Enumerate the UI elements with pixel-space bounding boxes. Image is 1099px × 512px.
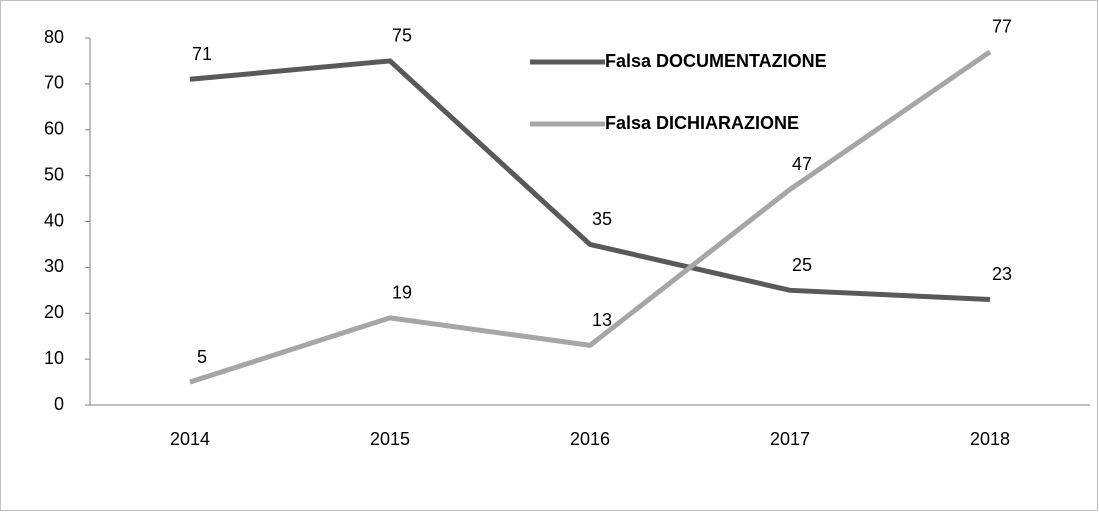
x-tick-label: 2014 [170,429,210,449]
data-label: 23 [992,264,1012,284]
data-label: 77 [992,17,1012,37]
data-label: 25 [792,255,812,275]
data-label: 35 [592,209,612,229]
data-label: 19 [392,283,412,303]
y-tick-label: 10 [44,348,64,368]
series-line [189,49,992,385]
y-tick-label: 30 [44,256,64,276]
data-label: 13 [592,310,612,330]
x-tick-label: 2016 [570,429,610,449]
x-tick-label: 2015 [370,429,410,449]
legend-label: Falsa DICHIARAZIONE [605,113,799,133]
x-tick-label: 2018 [970,429,1010,449]
y-tick-label: 80 [44,27,64,47]
y-tick-label: 40 [44,210,64,230]
x-tick-label: 2017 [770,429,810,449]
y-tick-label: 70 [44,73,64,93]
y-tick-label: 60 [44,119,64,139]
y-tick-label: 50 [44,164,64,184]
data-label: 47 [792,154,812,174]
data-label: 75 [392,26,412,46]
y-tick-label: 0 [54,394,64,414]
series-line [189,58,991,302]
data-label: 71 [192,44,212,64]
y-tick-label: 20 [44,302,64,322]
data-label: 5 [197,347,207,367]
legend-label: Falsa DOCUMENTAZIONE [605,51,827,71]
